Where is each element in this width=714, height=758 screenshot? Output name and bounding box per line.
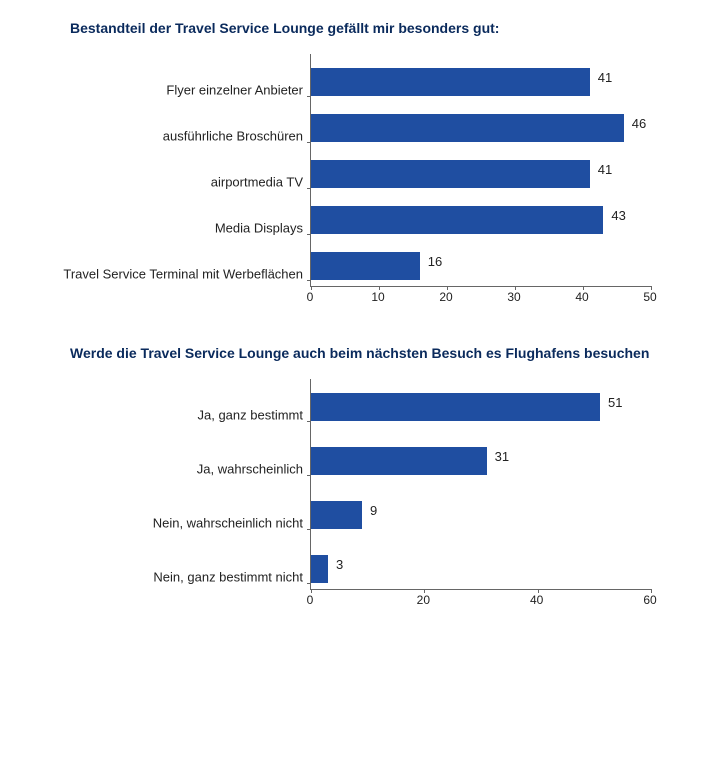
bar-label: airportmedia TV: [63, 175, 311, 189]
x-tick-label: 20: [417, 593, 430, 607]
bar: [311, 160, 590, 188]
bar-value: 41: [598, 162, 612, 177]
bar-row: Ja, wahrscheinlich31: [311, 447, 651, 475]
chart-area: Flyer einzelner Anbieter41 ausführliche B…: [70, 54, 684, 305]
bar-value: 43: [611, 208, 625, 223]
x-tick-label: 30: [507, 290, 520, 304]
bar: [311, 68, 590, 96]
bar-row: ausführliche Broschüren46: [311, 114, 651, 142]
chart-title: Werde die Travel Service Lounge auch bei…: [70, 345, 684, 361]
bar-label: Media Displays: [63, 221, 311, 235]
bar: [311, 393, 600, 421]
chart-title: Bestandteil der Travel Service Lounge ge…: [70, 20, 684, 36]
chart-block-0: Bestandteil der Travel Service Lounge ge…: [70, 20, 684, 305]
page: Bestandteil der Travel Service Lounge ge…: [0, 0, 714, 678]
bar-row: Nein, ganz bestimmt nicht3: [311, 555, 651, 583]
bar: [311, 447, 487, 475]
x-tick-label: 50: [643, 290, 656, 304]
bar-label: Travel Service Terminal mit Werbeflächen: [63, 267, 311, 281]
x-tick-label: 0: [307, 290, 314, 304]
bar: [311, 501, 362, 529]
bar: [311, 252, 420, 280]
x-tick-labels: 0204060: [310, 590, 650, 608]
x-tick-label: 40: [530, 593, 543, 607]
chart-plot: Ja, ganz bestimmt51 Ja, wahrscheinlich31 N…: [310, 379, 651, 590]
bar-row: Ja, ganz bestimmt51: [311, 393, 651, 421]
bar-row: Travel Service Terminal mit Werbeflächen…: [311, 252, 651, 280]
bar-label: Flyer einzelner Anbieter: [63, 83, 311, 97]
bar-label: ausführliche Broschüren: [63, 129, 311, 143]
bar-value: 16: [428, 254, 442, 269]
bar: [311, 555, 328, 583]
bar-value: 41: [598, 70, 612, 85]
x-tick-label: 40: [575, 290, 588, 304]
bar-value: 3: [336, 557, 343, 572]
x-tick-label: 60: [643, 593, 656, 607]
x-tick-label: 10: [371, 290, 384, 304]
x-tick-label: 0: [307, 593, 314, 607]
chart-plot: Flyer einzelner Anbieter41 ausführliche B…: [310, 54, 651, 287]
bar: [311, 114, 624, 142]
bar: [311, 206, 603, 234]
chart-block-1: Werde die Travel Service Lounge auch bei…: [70, 345, 684, 608]
bar-row: Media Displays43: [311, 206, 651, 234]
bar-label: Ja, wahrscheinlich: [63, 462, 311, 476]
chart-area: Ja, ganz bestimmt51 Ja, wahrscheinlich31 N…: [70, 379, 684, 608]
bar-value: 51: [608, 395, 622, 410]
bar-value: 46: [632, 116, 646, 131]
bar-label: Ja, ganz bestimmt: [63, 408, 311, 422]
bar-label: Nein, ganz bestimmt nicht: [63, 570, 311, 584]
bar-label: Nein, wahrscheinlich nicht: [63, 516, 311, 530]
x-tick-label: 20: [439, 290, 452, 304]
bar-row: Flyer einzelner Anbieter41: [311, 68, 651, 96]
bar-value: 31: [495, 449, 509, 464]
bar-value: 9: [370, 503, 377, 518]
x-tick-labels: 01020304050: [310, 287, 650, 305]
bar-row: Nein, wahrscheinlich nicht9: [311, 501, 651, 529]
bar-row: airportmedia TV41: [311, 160, 651, 188]
